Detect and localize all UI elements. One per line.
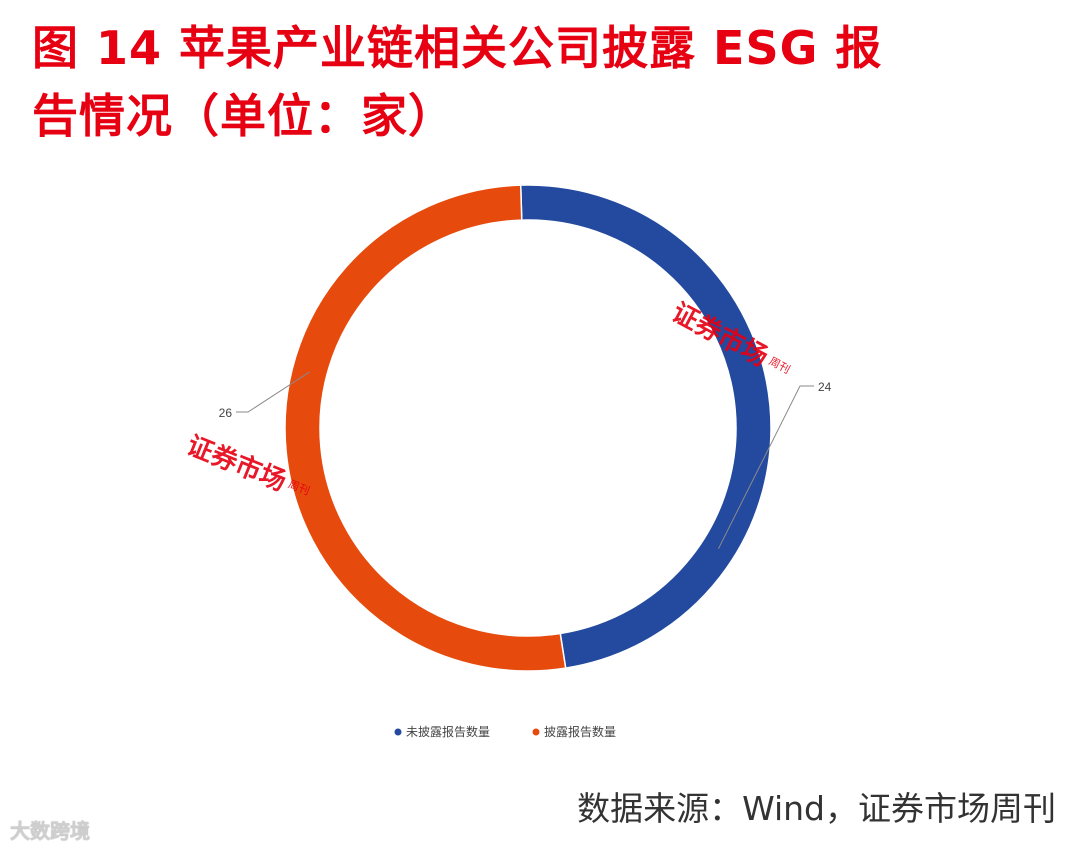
chart-title-line-2: 告情况（单位：家）: [32, 89, 455, 143]
leader-line-2: [236, 371, 310, 413]
legend-label-2: 披露报告数量: [544, 724, 616, 739]
data-source: 数据来源：Wind，证券市场周刊: [577, 789, 1056, 828]
legend-marker-2: [532, 728, 540, 736]
legend-label-1: 未披露报告数量: [406, 724, 490, 739]
chart-title-line-1: 图 14 苹果产业链相关公司披露 ESG 报: [32, 21, 883, 75]
donut-slice-2: [284, 184, 567, 672]
data-label-1: 24: [818, 380, 832, 394]
donut-slice-1: [519, 184, 772, 669]
watermark-sub: 周刊: [767, 355, 793, 377]
legend-marker-1: [394, 728, 402, 736]
watermark-text: 证券市场: [182, 430, 290, 498]
chart-title: 图 14 苹果产业链相关公司披露 ESG 报 告情况（单位：家）: [32, 14, 1072, 150]
data-label-2: 26: [219, 406, 233, 420]
leader-line-1: [717, 385, 814, 550]
footer-logo: 大数跨境: [10, 819, 90, 843]
